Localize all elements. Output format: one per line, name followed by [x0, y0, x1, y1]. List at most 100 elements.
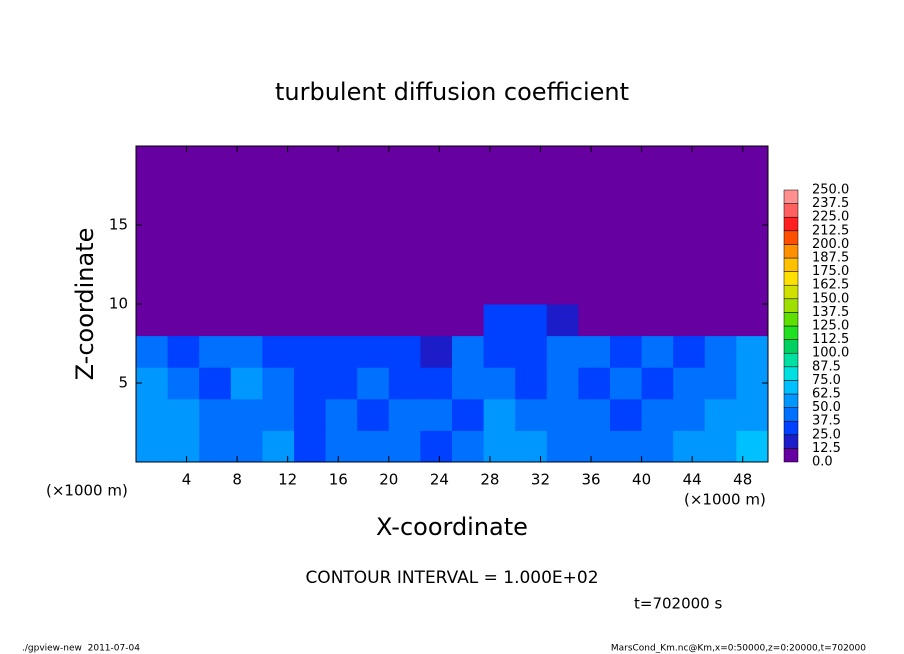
field-cell — [230, 304, 263, 337]
y-axis-label: Z-coordinate — [71, 228, 99, 381]
field-cell — [262, 335, 295, 368]
field-cell — [515, 304, 548, 337]
colorbar-bin — [783, 189, 799, 204]
field-cell — [515, 398, 548, 431]
field-cell — [136, 335, 169, 368]
colorbar-label: 75.0 — [812, 373, 841, 388]
field-cell — [294, 398, 327, 431]
x-tick-label: 40 — [632, 471, 651, 489]
field-cell — [483, 146, 516, 179]
field-cell — [230, 146, 263, 179]
field-cell — [420, 146, 453, 179]
field-cell — [546, 398, 579, 431]
field-cell — [136, 240, 169, 273]
field-cell — [294, 335, 327, 368]
field-cell — [578, 304, 611, 337]
field-cell — [610, 209, 643, 242]
field-cell — [167, 398, 200, 431]
colorbar-label: 25.0 — [812, 427, 841, 442]
x-tick-label: 16 — [329, 471, 348, 489]
field-cell — [262, 272, 295, 305]
field-cell — [199, 146, 232, 179]
field-cell — [704, 398, 737, 431]
colorbar-label: 112.5 — [812, 332, 849, 347]
field-cell — [357, 146, 390, 179]
colorbar-label: 62.5 — [812, 387, 841, 402]
field-cell — [136, 304, 169, 337]
field-cell — [199, 430, 232, 463]
field-cell — [230, 177, 263, 210]
field-cell — [673, 209, 706, 242]
field-cell — [452, 304, 485, 337]
field-cell — [673, 272, 706, 305]
field-cell — [452, 240, 485, 273]
field-cell — [325, 335, 358, 368]
y-tick-label: 5 — [118, 374, 128, 392]
field-cell — [452, 272, 485, 305]
colorbar-bin — [783, 284, 799, 300]
field-cell — [136, 177, 169, 210]
field-cell — [578, 240, 611, 273]
field-cell — [388, 272, 421, 305]
field-cell — [515, 209, 548, 242]
field-cell — [199, 177, 232, 210]
field-cell — [704, 146, 737, 179]
field-cell — [167, 209, 200, 242]
field-cell — [641, 398, 674, 431]
field-cell — [294, 209, 327, 242]
colorbar-bin — [783, 434, 799, 449]
field-cell — [262, 209, 295, 242]
field-cell — [230, 240, 263, 273]
field-cell — [673, 335, 706, 368]
colorbar-bin — [783, 420, 799, 436]
field-cell — [483, 335, 516, 368]
field-cell — [546, 430, 579, 463]
field-cell — [641, 430, 674, 463]
field-cell — [388, 240, 421, 273]
field-cell — [483, 240, 516, 273]
field-cell — [294, 240, 327, 273]
field-cell — [673, 430, 706, 463]
field-cell — [578, 146, 611, 179]
field-cell — [673, 240, 706, 273]
colorbar-label: 237.5 — [812, 196, 849, 211]
field-cell — [262, 240, 295, 273]
field-cell — [483, 367, 516, 400]
field-cell — [325, 209, 358, 242]
colorbar-bin — [783, 366, 799, 381]
field-cell — [294, 304, 327, 337]
x-unit: (×1000 m) — [46, 482, 128, 500]
x-tick-label: 32 — [531, 471, 550, 489]
field-cell — [294, 146, 327, 179]
field-cell — [230, 272, 263, 305]
field-cell — [546, 209, 579, 242]
field-cell — [641, 272, 674, 305]
field-cell — [420, 209, 453, 242]
field-cell — [483, 430, 516, 463]
field-cell — [736, 335, 769, 368]
x-tick-label: 28 — [480, 471, 499, 489]
colorbar-label: 187.5 — [812, 251, 849, 266]
colorbar-bin — [783, 244, 799, 259]
colorbar-label: 200.0 — [812, 237, 849, 252]
y-tick-label: 10 — [109, 295, 128, 313]
colorbar-label: 225.0 — [812, 210, 849, 225]
field-cell — [704, 430, 737, 463]
colorbar-bin — [783, 352, 799, 368]
field-cell — [546, 272, 579, 305]
colorbar-label: 100.0 — [812, 346, 849, 361]
field-cell — [420, 398, 453, 431]
field-cell — [357, 304, 390, 337]
field-cell — [325, 304, 358, 337]
field-cell — [704, 367, 737, 400]
field-cell — [483, 272, 516, 305]
field-cell — [515, 146, 548, 179]
field-cell — [420, 177, 453, 210]
colorbar-bin — [783, 448, 799, 463]
colorbar-label: 87.5 — [812, 359, 841, 374]
field-cell — [325, 367, 358, 400]
field-cell — [357, 177, 390, 210]
field-cell — [578, 335, 611, 368]
field-cell — [294, 367, 327, 400]
